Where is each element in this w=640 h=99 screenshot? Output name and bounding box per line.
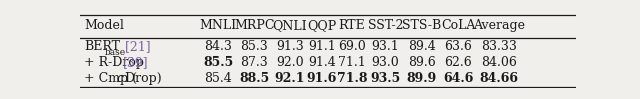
Text: Average: Average <box>473 20 525 32</box>
Text: [21]: [21] <box>121 40 151 53</box>
Text: c: c <box>116 72 124 85</box>
Text: RTE: RTE <box>339 20 365 32</box>
Text: 92.0: 92.0 <box>276 56 303 69</box>
Text: 89.9: 89.9 <box>406 72 437 85</box>
Text: 71.1: 71.1 <box>338 56 365 69</box>
Text: 93.5: 93.5 <box>370 72 401 85</box>
Text: QQP: QQP <box>307 20 337 32</box>
Text: QNLI: QNLI <box>273 20 307 32</box>
Text: SST-2: SST-2 <box>367 20 403 32</box>
Text: + Cmp (: + Cmp ( <box>84 72 137 85</box>
Text: + R-Drop: + R-Drop <box>84 56 148 69</box>
Text: 92.1: 92.1 <box>275 72 305 85</box>
Text: MRPC: MRPC <box>234 20 275 32</box>
Text: base: base <box>104 48 125 57</box>
Text: MNLI: MNLI <box>200 20 237 32</box>
Text: BERT: BERT <box>84 40 120 53</box>
Text: 89.6: 89.6 <box>408 56 436 69</box>
Text: 71.8: 71.8 <box>337 72 367 85</box>
Text: STS-B: STS-B <box>402 20 442 32</box>
Text: 63.6: 63.6 <box>444 40 472 53</box>
Text: 89.4: 89.4 <box>408 40 436 53</box>
Text: 87.3: 87.3 <box>241 56 268 69</box>
Text: 69.0: 69.0 <box>338 40 365 53</box>
Text: Model: Model <box>84 20 124 32</box>
Text: 91.1: 91.1 <box>308 40 336 53</box>
Text: 64.6: 64.6 <box>443 72 474 85</box>
Text: 91.6: 91.6 <box>307 72 337 85</box>
Text: 93.0: 93.0 <box>371 56 399 69</box>
Text: 93.1: 93.1 <box>371 40 399 53</box>
Text: 84.66: 84.66 <box>479 72 518 85</box>
Text: 91.4: 91.4 <box>308 56 336 69</box>
Text: CoLA: CoLA <box>441 20 476 32</box>
Text: Drop): Drop) <box>121 72 161 85</box>
Text: 85.4: 85.4 <box>205 72 232 85</box>
Text: 62.6: 62.6 <box>444 56 472 69</box>
Text: 88.5: 88.5 <box>239 72 269 85</box>
Text: 85.3: 85.3 <box>241 40 268 53</box>
Text: [39]: [39] <box>123 56 148 69</box>
Text: 84.3: 84.3 <box>204 40 232 53</box>
Text: 84.06: 84.06 <box>481 56 517 69</box>
Text: 91.3: 91.3 <box>276 40 304 53</box>
Text: 83.33: 83.33 <box>481 40 517 53</box>
Text: 85.5: 85.5 <box>204 56 234 69</box>
